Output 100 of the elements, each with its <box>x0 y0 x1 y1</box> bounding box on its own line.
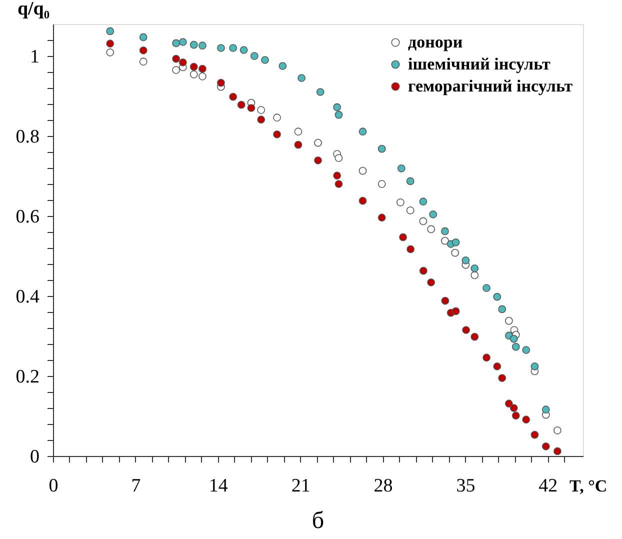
point <box>106 40 114 48</box>
point <box>522 416 530 424</box>
y-tick-label: 0.4 <box>16 286 40 308</box>
text: б <box>312 508 324 534</box>
point <box>250 52 258 60</box>
point <box>190 70 198 78</box>
point <box>298 74 306 82</box>
point <box>229 92 238 101</box>
point <box>427 278 436 286</box>
point <box>139 46 148 54</box>
point <box>470 264 479 272</box>
point <box>378 214 386 222</box>
point <box>261 56 269 64</box>
x-tick-label: 28 <box>374 476 393 496</box>
point <box>106 27 114 36</box>
point <box>482 284 490 292</box>
point <box>452 238 460 246</box>
point <box>429 210 438 218</box>
point <box>512 342 520 351</box>
point <box>139 58 148 66</box>
point <box>419 266 428 275</box>
y-tick-label: 0.2 <box>16 366 40 388</box>
point <box>198 64 206 73</box>
point <box>333 172 342 180</box>
point <box>257 116 266 124</box>
y-axis-title: q/q₀ <box>17 0 50 20</box>
point <box>316 88 324 96</box>
point <box>493 292 502 301</box>
point <box>334 154 343 162</box>
point <box>504 316 513 325</box>
point <box>257 106 266 114</box>
y-tick-label: 0 <box>30 446 40 468</box>
x-axis-title: T, °C <box>570 476 608 496</box>
point <box>441 236 449 245</box>
point <box>273 130 281 138</box>
point <box>358 128 367 136</box>
point <box>172 39 180 48</box>
point <box>427 225 436 234</box>
point <box>498 374 506 382</box>
point <box>470 271 479 280</box>
point <box>530 362 539 370</box>
point <box>452 307 460 316</box>
point <box>470 332 479 341</box>
point <box>530 430 539 439</box>
point <box>247 104 256 112</box>
point <box>240 46 248 54</box>
point <box>229 44 238 52</box>
point <box>378 180 386 188</box>
point <box>333 103 342 112</box>
point <box>358 196 367 205</box>
point <box>334 180 343 188</box>
point <box>441 296 450 305</box>
point <box>542 406 550 414</box>
legend-label: донори <box>408 32 463 52</box>
x-tick-label: 7 <box>131 476 141 496</box>
point <box>217 78 225 87</box>
point <box>498 305 506 314</box>
point <box>273 114 281 122</box>
y-tick-label: 0.8 <box>16 126 40 148</box>
point <box>397 164 406 172</box>
x-tick-label: 35 <box>456 476 476 496</box>
point <box>406 245 415 254</box>
point <box>522 346 530 354</box>
point <box>178 38 187 46</box>
point <box>106 48 114 56</box>
y-tick-label: 1 <box>30 46 40 68</box>
point <box>198 72 206 80</box>
point <box>190 62 198 71</box>
point <box>419 198 428 206</box>
y-tick-label: 0.6 <box>16 206 40 228</box>
point <box>512 412 520 420</box>
point <box>314 156 322 164</box>
point <box>358 166 367 175</box>
point <box>190 40 198 49</box>
point <box>406 206 414 214</box>
point <box>510 404 518 412</box>
x-tick-label: 14 <box>208 476 228 496</box>
point <box>399 233 407 242</box>
point <box>172 54 180 63</box>
point <box>378 144 386 153</box>
x-tick-label: 0 <box>48 476 58 496</box>
point <box>139 33 148 42</box>
x-tick-label: 21 <box>291 476 310 496</box>
point <box>554 447 562 456</box>
legend-label: геморагічний інсульт <box>408 76 574 96</box>
point <box>237 100 246 109</box>
point <box>419 217 428 226</box>
point <box>278 62 287 70</box>
point <box>198 42 206 50</box>
point <box>294 140 302 149</box>
x-tick-label: 42 <box>538 476 558 496</box>
point <box>441 227 449 236</box>
point <box>217 44 225 52</box>
point <box>451 248 460 257</box>
point <box>482 354 490 362</box>
point <box>178 58 187 66</box>
point <box>462 326 470 334</box>
point <box>406 177 414 186</box>
point <box>510 334 518 343</box>
legend-label: ішемічний інсульт <box>408 54 551 74</box>
